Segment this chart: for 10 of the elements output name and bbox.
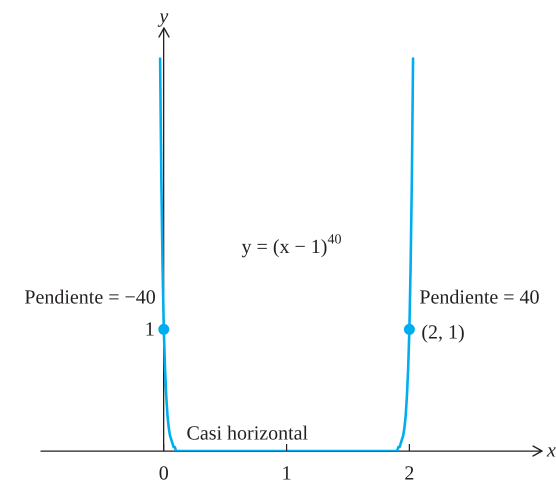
x-axis-title: x [546, 439, 556, 462]
annotation: 1 [144, 318, 155, 341]
x-tick-label: 0 [158, 462, 169, 481]
annotation: Casi horizontal [186, 422, 309, 444]
annotation: Pendiente = 40 [419, 286, 540, 309]
annotation: Pendiente = −40 [24, 286, 156, 309]
y-axis-title: y [157, 5, 168, 28]
x-tick-label: 1 [282, 462, 292, 481]
annotation: (2, 1) [421, 322, 465, 344]
x-tick-label: 2 [404, 462, 414, 481]
